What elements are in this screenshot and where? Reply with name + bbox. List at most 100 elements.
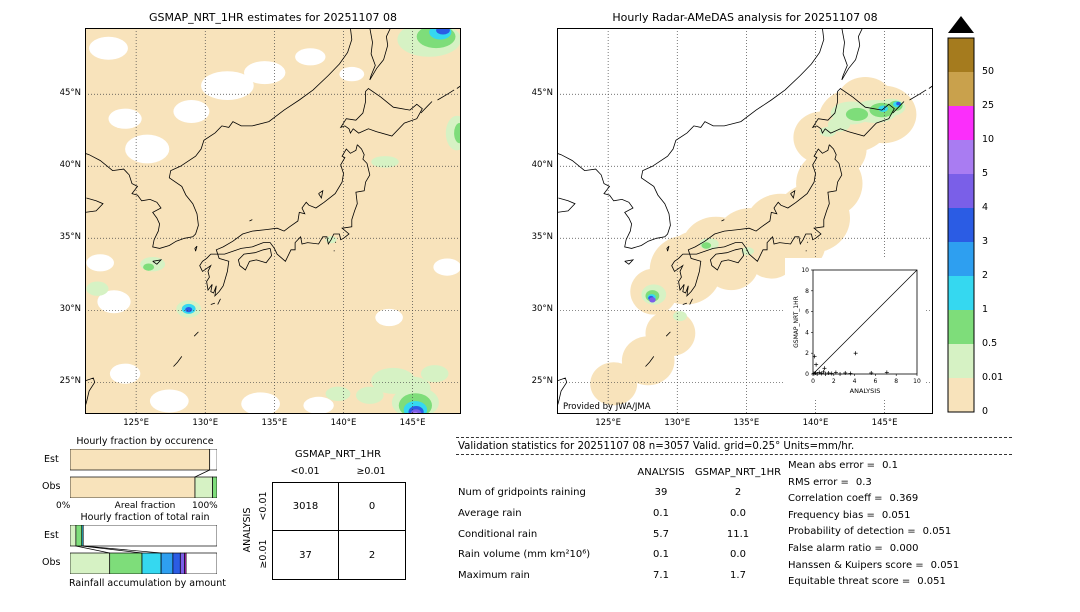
svg-text:6: 6 [805,309,809,316]
colorbar-tick-label: 3 [982,236,989,247]
lon-tick-label: 130°E [664,418,691,428]
score-value: 0.3 [855,476,872,488]
lon-tick-label: 140°E [802,418,829,428]
occurrence-obs-label: Obs [42,481,61,492]
contingency-row-header-ge: ≥0.01 [258,539,269,569]
inset-scatter-plot: 00 2 2 4 4 6 6 8 8 10 10 GSMAP_NRT_1HR ANALYSIS [793,267,921,395]
score-line: Mean abs error = 0.1 [788,460,959,477]
contingency-grid: 3018 0 37 2 [272,482,406,580]
svg-text:2: 2 [805,350,809,357]
score-value: 0.369 [889,493,919,505]
validation-title: Validation statistics for 20251107 08 n=… [456,438,1012,455]
stats-row-label: Num of gridpoints raining [458,487,586,499]
left-map-title: GSMAP_NRT_1HR estimates for 20251107 08 [148,11,398,24]
validation-table: ANALYSIS GSMAP_NRT_1HR Num of gridpoints r… [458,462,784,586]
lat-tick-label: 40°N [59,160,81,171]
stats-row-label: Rain volume (mm km²10⁶) [458,549,591,561]
stats-value: 0.1 [653,507,669,519]
score-label: Hanssen & Kuipers score = [788,559,924,571]
stats-row-label: Maximum rain [458,569,530,581]
colorbar-tick-label: 25 [982,100,995,111]
lat-tick-label: 35°N [59,232,81,243]
score-label: RMS error = [788,476,849,488]
score-value: 0.051 [917,576,946,588]
stats-col-header: GSMAP_NRT_1HR [694,466,782,478]
stats-value: 7.1 [653,569,669,581]
score-line: RMS error = 0.3 [788,477,959,494]
stats-value: 39 [654,487,668,499]
lon-tick-label: 125°E [595,418,622,428]
stats-value: 0.0 [730,549,746,561]
stats-row-label: Average rain [458,507,522,519]
lat-tick-label: 35°N [531,232,553,243]
lat-tick-label: 25°N [59,376,81,387]
svg-text:0: 0 [805,371,809,378]
totalrain-caption: Rainfall accumulation by amount [69,578,226,589]
contingency-cell-false-alarm: 0 [339,483,405,531]
svg-text:4: 4 [805,329,809,336]
stats-value: 5.7 [653,528,669,540]
colorbar-tick-label: 1 [982,304,989,315]
score-line: Correlation coeff = 0.369 [788,493,959,510]
svg-text:0: 0 [811,378,815,385]
stats-value: 0.0 [730,507,746,519]
map-credit: Provided by JWA/JMA [563,402,651,412]
lon-tick-label: 130°E [192,418,219,428]
validation-scores: Mean abs error = 0.1 RMS error = 0.3 Correla… [788,460,959,593]
stats-row: Conditional rain 5.7 11.1 [458,524,784,545]
lon-tick-label: 135°E [733,418,760,428]
lat-tick-label: 30°N [531,304,553,315]
stats-row: Maximum rain 7.1 1.7 [458,565,784,586]
contingency-cell-hit: 2 [368,549,376,561]
lat-tick-label: 45°N [531,88,553,99]
occurrence-chart-title: Hourly fraction by occurence [76,436,214,447]
contingency-row-axis-label: ANALYSIS [242,507,253,553]
lon-tick-label: 145°E [399,418,426,428]
lon-tick-label: 135°E [261,418,288,428]
colorbar-tick-label: 0.01 [982,372,1004,383]
totalrain-obs-label: Obs [42,557,61,568]
svg-text:GSMAP_NRT_1HR: GSMAP_NRT_1HR [793,296,800,348]
contingency-title: GSMAP_NRT_1HR [294,449,382,460]
svg-text:8: 8 [805,288,809,295]
lon-tick-label: 145°E [871,418,898,428]
contingency-col-header-ge: ≥0.01 [356,466,386,477]
contingency-cell-hits-none: 3018 [273,483,339,531]
score-line: Hanssen & Kuipers score = 0.051 [788,560,959,577]
radar-amedas-precipitation-map: Provided by JWA/JMA 00 2 2 4 4 6 6 8 8 10 10 GSMAP_N… [557,28,933,414]
svg-text:10: 10 [913,378,921,385]
occurrence-fraction-bars [70,449,217,498]
svg-text:8: 8 [894,378,898,385]
score-label: Equitable threat score = [788,576,911,588]
stats-row: Average rain 0.1 0.0 [458,503,784,524]
colorbar-tick-label: 0 [982,406,989,417]
colorbar-tick-label: 2 [982,270,989,281]
totalrain-fraction-bars [70,525,217,574]
stats-row-label: Conditional rain [458,528,538,540]
svg-text:10: 10 [801,267,809,274]
colorbar-tick-label: 5 [982,168,989,179]
stats-value: 1.7 [730,569,746,581]
lon-tick-label: 140°E [330,418,357,428]
score-label: Mean abs error = [788,460,876,471]
totalrain-chart-title: Hourly fraction of total rain [80,512,210,523]
stats-value: 2 [734,487,742,499]
score-line: False alarm ratio = 0.000 [788,543,959,560]
score-label: Correlation coeff = [788,493,883,505]
colorbar-tick-label: 50 [982,66,995,77]
score-label: Frequency bias = [788,509,875,521]
areal-fraction-axis-label: Areal fraction [114,501,176,511]
lat-tick-label: 30°N [59,304,81,315]
stats-value: 11.1 [726,528,750,540]
validation-statistics-block: Validation statistics for 20251107 08 n=… [456,437,1012,608]
lon-tick-label: 125°E [123,418,150,428]
lat-tick-label: 40°N [531,160,553,171]
occurrence-est-label: Est [44,454,59,465]
stats-row: Num of gridpoints raining 39 2 [458,483,784,504]
score-line: Probability of detection = 0.051 [788,526,959,543]
totalrain-est-label: Est [44,530,59,541]
colorbar-tick-label: 10 [982,134,995,145]
svg-text:2: 2 [832,378,836,385]
svg-text:ANALYSIS: ANALYSIS [850,387,881,395]
